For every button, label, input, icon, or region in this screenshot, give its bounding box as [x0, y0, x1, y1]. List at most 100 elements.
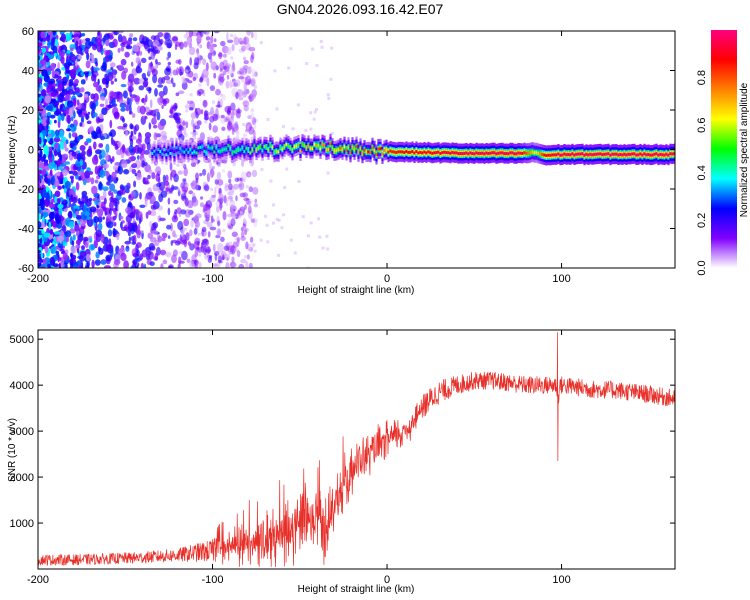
spectrogram-noise-cell	[85, 253, 91, 262]
spectrogram-noise-cell	[117, 165, 121, 172]
spectrogram-noise-cell	[127, 231, 131, 237]
spectrogram-signal-cell	[215, 145, 218, 149]
spectrogram-noise-cell	[181, 121, 187, 126]
spectrogram-noise-cell	[129, 33, 134, 38]
spectrogram-noise-cell	[149, 209, 157, 217]
spectrogram-noise-cell	[171, 254, 177, 264]
spectrogram-signal-cell	[473, 152, 476, 156]
spectrogram-noise-cell	[228, 183, 233, 191]
spectrogram-noise-cell	[237, 209, 241, 216]
spectrogram-noise-cell	[152, 229, 158, 235]
spectrogram-x-tick-label: 0	[384, 273, 390, 285]
spectrogram-signal-cell	[413, 151, 416, 155]
spectrogram-noise-cell	[83, 236, 89, 242]
spectrogram-noise-cell	[216, 206, 220, 213]
spectrogram-noise-cell	[249, 95, 255, 102]
spectrogram-noise-cell	[69, 51, 74, 58]
spectrogram-noise-cell	[218, 193, 225, 203]
spectrogram-y-tick-label: 0	[28, 145, 34, 157]
colorbar: 0.0 0.2 0.4 0.6 0.8 Normalized spectral ampl…	[696, 30, 750, 276]
spectrogram-signal-cell	[269, 143, 272, 147]
spectrogram-noise-cell	[89, 53, 95, 60]
spectrogram-noise-cell	[115, 194, 122, 201]
spectrogram-noise-cell	[253, 31, 258, 41]
spectrogram-noise-cell	[130, 265, 135, 268]
spectrogram-signal-cell	[315, 144, 318, 148]
spectrogram-signal-cell	[471, 152, 474, 155]
spectrogram-noise-cell	[38, 42, 43, 47]
spectrogram-noise-cell	[44, 245, 49, 254]
spectrogram-noise-cell	[240, 226, 244, 232]
spectrogram-noise-cell	[282, 213, 286, 217]
snr-x-ticks: -200 -100 0 100	[27, 330, 571, 586]
spectrogram-noise-cell	[47, 178, 51, 186]
spectrogram-noise-cell	[101, 107, 108, 115]
spectrogram-noise-cell	[110, 66, 114, 71]
spectrogram-noise-cell	[38, 251, 42, 261]
spectrogram-noise-cell	[178, 256, 182, 265]
spectrogram-signal-cell	[153, 149, 156, 153]
spectrogram-noise-cell	[153, 113, 157, 118]
spectrogram-noise-cell	[253, 129, 256, 138]
spectrogram-signal-cell	[527, 151, 530, 155]
spectrogram-noise-cell	[38, 55, 41, 61]
spectrogram-noise-cell	[53, 137, 61, 143]
spectrogram-noise-cell	[161, 237, 166, 242]
spectrogram-noise-cell	[97, 31, 100, 36]
spectrogram-signal-cell	[625, 153, 628, 157]
spectrogram-noise-cell	[74, 220, 78, 226]
spectrogram-noise-cell	[229, 199, 236, 208]
spectrogram-noise-cell	[81, 79, 84, 85]
spectrogram-noise-cell	[129, 137, 134, 147]
spectrogram-noise-cell	[206, 221, 213, 228]
spectrogram-noise-cell	[164, 181, 170, 186]
spectrogram-noise-cell	[197, 241, 200, 246]
spectrogram-signal-cell	[333, 149, 336, 153]
spectrogram-signal-cell	[191, 151, 194, 155]
spectrogram-noise-cell	[181, 79, 187, 84]
spectrogram-noise-cell	[246, 254, 250, 260]
spectrogram-noise-cell	[92, 156, 99, 165]
spectrogram-noise-cell	[231, 87, 238, 98]
spectrogram-signal-cell	[487, 152, 490, 155]
spectrogram-noise-cell	[158, 91, 165, 97]
spectrogram-noise-cell	[253, 203, 258, 208]
spectrogram-noise-cell	[82, 193, 86, 199]
spectrogram-noise-cell	[134, 95, 141, 103]
spectrogram-signal-cell	[395, 151, 398, 154]
spectrogram-noise-cell	[116, 149, 122, 156]
spectrogram-noise-cell	[137, 147, 143, 154]
spectrogram-noise-cell	[104, 49, 111, 56]
spectrogram-noise-cell	[162, 174, 166, 184]
spectrogram-noise-cell	[132, 234, 137, 244]
spectrogram-noise-cell	[83, 71, 90, 75]
spectrogram-noise-cell	[84, 211, 90, 217]
spectrogram-noise-cell	[113, 189, 118, 194]
spectrogram-noise-cell	[157, 84, 164, 88]
spectrogram-signal-cell	[291, 148, 294, 152]
spectrogram-noise-cell	[131, 61, 134, 67]
spectrogram-noise-cell	[208, 255, 212, 260]
spectrogram-noise-cell	[251, 159, 254, 166]
spectrogram-signal-cell	[205, 151, 208, 155]
spectrogram-noise-cell	[64, 230, 72, 238]
spectrogram-noise-cell	[98, 113, 104, 120]
spectrogram-noise-cell	[209, 226, 217, 231]
spectrogram-noise-cell	[88, 145, 92, 155]
spectrogram-signal-cell	[287, 144, 290, 148]
spectrogram-signal-cell	[179, 147, 182, 150]
spectrogram-noise-cell	[169, 172, 173, 181]
spectrogram-signal-cell	[375, 153, 378, 156]
spectrogram-noise-cell	[251, 89, 257, 98]
spectrogram-noise-cell	[57, 114, 62, 123]
spectrogram-noise-cell	[182, 178, 186, 183]
spectrogram-noise-cell	[184, 209, 191, 218]
spectrogram-signal-cell	[445, 151, 448, 155]
spectrogram-noise-cell	[68, 80, 73, 88]
spectrogram-noise-cell	[304, 128, 308, 132]
spectrogram-noise-cell	[79, 87, 85, 93]
spectrogram-noise-cell	[112, 164, 119, 171]
spectrogram-signal-cell	[665, 152, 668, 156]
spectrogram-signal-cell	[301, 142, 304, 146]
spectrogram-signal-cell	[271, 145, 274, 149]
